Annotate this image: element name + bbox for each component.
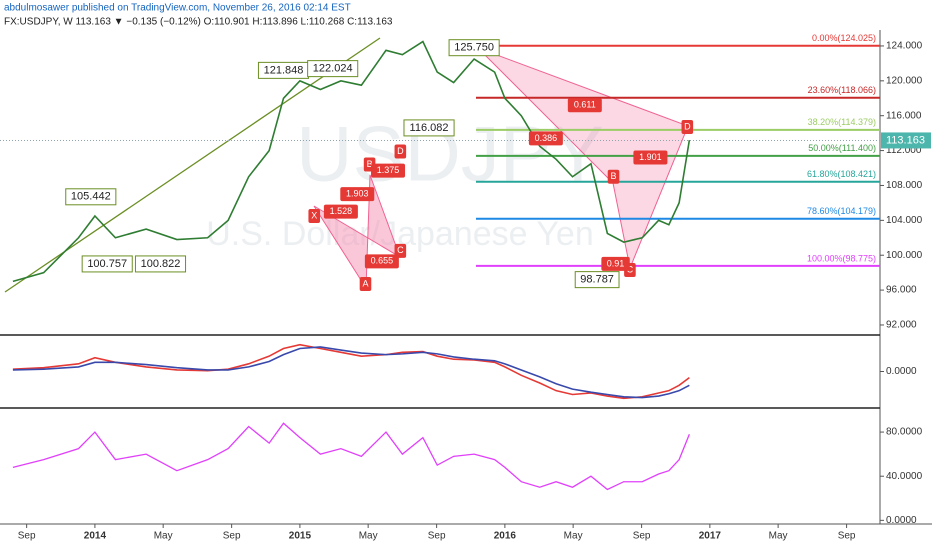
fib-label: 38.20%(114.379) — [808, 117, 876, 127]
pattern-label: 0.386 — [535, 133, 558, 143]
pivot-box — [65, 188, 117, 206]
pivot-label: 121.848 — [264, 64, 304, 76]
pattern-label: 0.611 — [574, 100, 596, 110]
pattern-label: A — [362, 278, 368, 288]
pattern-label: D — [397, 146, 404, 156]
pivot-box — [448, 39, 500, 57]
pattern-box — [394, 144, 407, 159]
series-line — [12, 40, 691, 283]
pivot-box — [403, 119, 455, 137]
pivot-label: 98.787 — [580, 274, 614, 286]
last-price-tag — [881, 132, 931, 149]
pivot-label: 122.024 — [313, 63, 353, 75]
y-tick-label: 104.000 — [886, 215, 923, 226]
fib-label: 100.00%(98.775) — [807, 253, 876, 263]
pivot-label: 125.750 — [454, 42, 494, 54]
x-tick-label: Sep — [18, 531, 36, 542]
pattern-box — [308, 208, 321, 223]
pivot-label: 100.757 — [87, 258, 127, 270]
pattern-label: 0.91 — [607, 258, 625, 268]
y-tick-label: 0.0000 — [886, 366, 917, 377]
symbol-line: FX:USDJPY, W 113.163 ▼ −0.135 (−0.12%) O… — [4, 17, 393, 28]
fib-label: 0.00%(124.025) — [812, 33, 876, 43]
pattern-label: 1.901 — [639, 152, 662, 162]
fib-label: 23.60%(118.066) — [808, 85, 876, 95]
y-tick-label: 116.000 — [886, 110, 922, 121]
y-tick-label: 92.000 — [886, 320, 917, 331]
pattern-box — [364, 254, 399, 269]
pattern-box — [359, 276, 372, 291]
x-tick-label: 2016 — [494, 531, 517, 542]
pattern-box — [394, 243, 407, 258]
series-line — [12, 422, 690, 491]
y-tick-label: 108.000 — [886, 180, 923, 191]
pivot-label: 100.822 — [141, 258, 181, 270]
series-line — [12, 346, 690, 399]
pattern-box — [567, 98, 602, 113]
pivot-box — [307, 60, 359, 78]
pattern-box — [607, 169, 620, 184]
pattern-label: C — [397, 245, 404, 255]
pattern-label: 1.528 — [330, 206, 353, 216]
fib-label: 50.00%(111.400) — [808, 143, 876, 153]
pivot-label: 105.442 — [71, 191, 111, 203]
y-tick-label: 96.000 — [886, 285, 917, 296]
y-tick-label: 0.0000 — [886, 515, 917, 526]
y-tick-label: 120.000 — [886, 75, 923, 86]
pattern-box — [601, 256, 630, 271]
harmonic-pattern — [313, 174, 401, 290]
fib-label: 61.80%(108.421) — [807, 169, 876, 179]
x-tick-label: May — [564, 531, 583, 542]
y-tick-label: 80.0000 — [886, 427, 923, 438]
pivot-box — [81, 255, 133, 273]
x-tick-label: Sep — [838, 531, 856, 542]
x-tick-label: Sep — [428, 531, 446, 542]
series-line — [12, 343, 690, 400]
y-tick-label: 40.0000 — [886, 471, 923, 482]
pattern-label: 0.655 — [371, 256, 394, 266]
pattern-label: X — [311, 210, 317, 220]
pattern-box — [340, 187, 375, 202]
pattern-box — [633, 150, 668, 165]
fib-label: 78.60%(104.179) — [807, 206, 876, 216]
pattern-label: 1.903 — [346, 189, 369, 199]
pattern-label: B — [611, 171, 617, 181]
pattern-box — [371, 163, 406, 178]
x-tick-label: 2015 — [289, 531, 312, 542]
pattern-box — [528, 131, 563, 146]
pivot-box — [574, 271, 620, 289]
y-tick-label: 124.000 — [886, 41, 923, 52]
pivot-label: 116.082 — [410, 122, 449, 134]
pattern-label: 1.375 — [377, 165, 400, 175]
x-tick-label: 2014 — [84, 531, 107, 542]
x-tick-label: Sep — [223, 531, 241, 542]
y-tick-label: 100.000 — [886, 250, 923, 261]
y-tick-label: 112.000 — [886, 145, 922, 156]
pattern-label: B — [367, 159, 373, 169]
publisher-line: abdulmosawer published on TradingView.co… — [4, 3, 351, 14]
pattern-box — [681, 120, 694, 135]
pattern-box — [323, 204, 358, 219]
last-price-label: 113.163 — [886, 134, 925, 146]
x-tick-label: May — [769, 531, 788, 542]
pivot-box — [134, 255, 187, 273]
x-tick-label: May — [154, 531, 173, 542]
x-tick-label: May — [359, 531, 378, 542]
x-tick-label: 2017 — [699, 531, 722, 542]
x-tick-label: Sep — [633, 531, 651, 542]
pattern-label: C — [627, 264, 634, 274]
pattern-label: D — [684, 121, 691, 131]
